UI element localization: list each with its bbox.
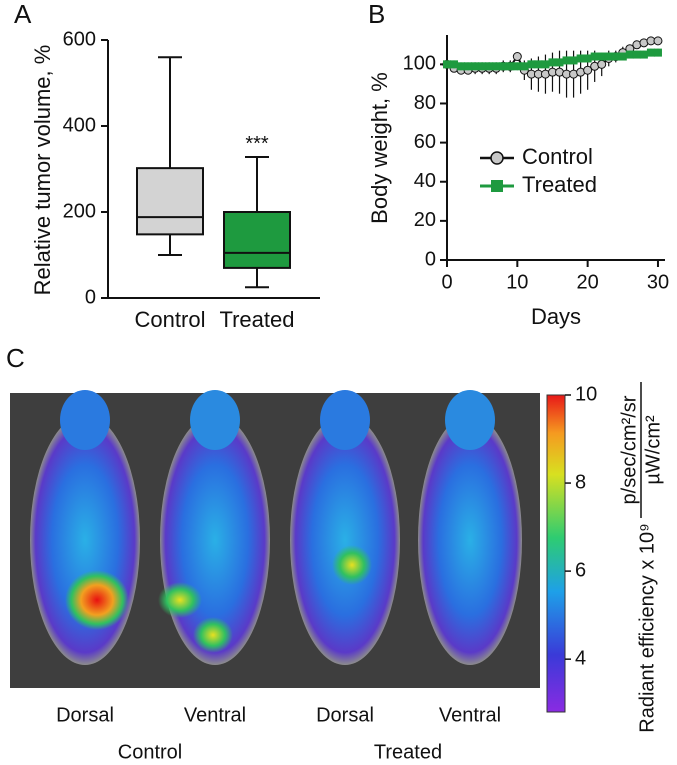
marker [512, 52, 522, 62]
x-tick-label: 10 [506, 271, 528, 293]
y-tick-label: 20 [414, 209, 436, 231]
marker [618, 52, 627, 61]
box [223, 211, 291, 269]
marker [604, 52, 613, 61]
marker [513, 62, 522, 71]
x-axis-label: Days [531, 304, 581, 329]
group-label: Treated [374, 741, 442, 763]
y-axis-label: Body weight, % [367, 72, 392, 224]
y-tick-label: 60 [414, 131, 436, 153]
marker [464, 62, 473, 71]
marker [576, 54, 585, 63]
x-tick-label: 0 [441, 271, 452, 293]
x-tick-label: 30 [647, 271, 669, 293]
colorbar-tick-label: 6 [575, 559, 586, 581]
panel-label: B [368, 0, 385, 29]
marker [443, 60, 451, 69]
marker [646, 48, 655, 57]
marker [597, 52, 606, 61]
colorbar-tick-label: 10 [575, 383, 597, 405]
marker [548, 58, 557, 67]
marker [583, 54, 592, 63]
y-tick-label: 400 [63, 114, 96, 136]
marker [611, 52, 620, 61]
legend-label: Treated [522, 172, 597, 197]
view-label: Dorsal [56, 704, 114, 726]
legend-marker [491, 180, 503, 192]
marker [632, 50, 641, 59]
colorbar-units-top: p/sec/cm²/sr [618, 395, 640, 504]
marker [562, 56, 571, 65]
colorbar-tick-label: 8 [575, 471, 586, 493]
marker [639, 50, 648, 59]
marker [625, 50, 634, 59]
y-tick-label: 80 [414, 92, 436, 114]
colorbar [546, 394, 566, 713]
panel-label: A [14, 0, 32, 29]
y-tick-label: 100 [403, 53, 436, 75]
panel-label: C [6, 343, 25, 373]
y-tick-label: 40 [414, 170, 436, 192]
view-label: Ventral [184, 704, 246, 726]
colorbar-units-bottom: µW/cm² [642, 415, 664, 485]
legend-marker [490, 151, 504, 165]
y-tick-label: 0 [425, 248, 436, 270]
colorbar-label: Radiant efficiency x 10⁹ [636, 523, 658, 732]
mouse-image [10, 390, 540, 688]
x-tick-label: 20 [577, 271, 599, 293]
y-tick-label: 200 [63, 200, 96, 222]
legend-label: Control [522, 144, 593, 169]
marker [527, 60, 536, 69]
group-label: Control [118, 741, 182, 763]
y-tick-label: 0 [85, 286, 96, 308]
marker [492, 62, 501, 71]
y-axis-label: Relative tumor volume, % [30, 45, 55, 296]
marker [478, 62, 487, 71]
marker [653, 36, 663, 46]
marker [450, 60, 459, 69]
marker [520, 62, 529, 71]
y-tick-label: 600 [63, 28, 96, 50]
x-tick-label: Treated [219, 307, 294, 332]
marker [485, 62, 494, 71]
marker [471, 62, 480, 71]
colorbar-tick-label: 4 [575, 647, 586, 669]
marker [534, 60, 543, 69]
x-tick-label: Control [135, 307, 206, 332]
view-label: Dorsal [316, 704, 374, 726]
marker [583, 65, 593, 75]
marker [506, 62, 515, 71]
marker [569, 56, 578, 65]
marker [541, 60, 550, 69]
marker [653, 48, 662, 57]
marker [457, 62, 466, 71]
marker [555, 58, 564, 67]
view-label: Ventral [439, 704, 501, 726]
box [136, 167, 204, 236]
marker [590, 52, 599, 61]
annotation: *** [245, 133, 269, 155]
marker [499, 62, 508, 71]
marker [597, 59, 607, 69]
